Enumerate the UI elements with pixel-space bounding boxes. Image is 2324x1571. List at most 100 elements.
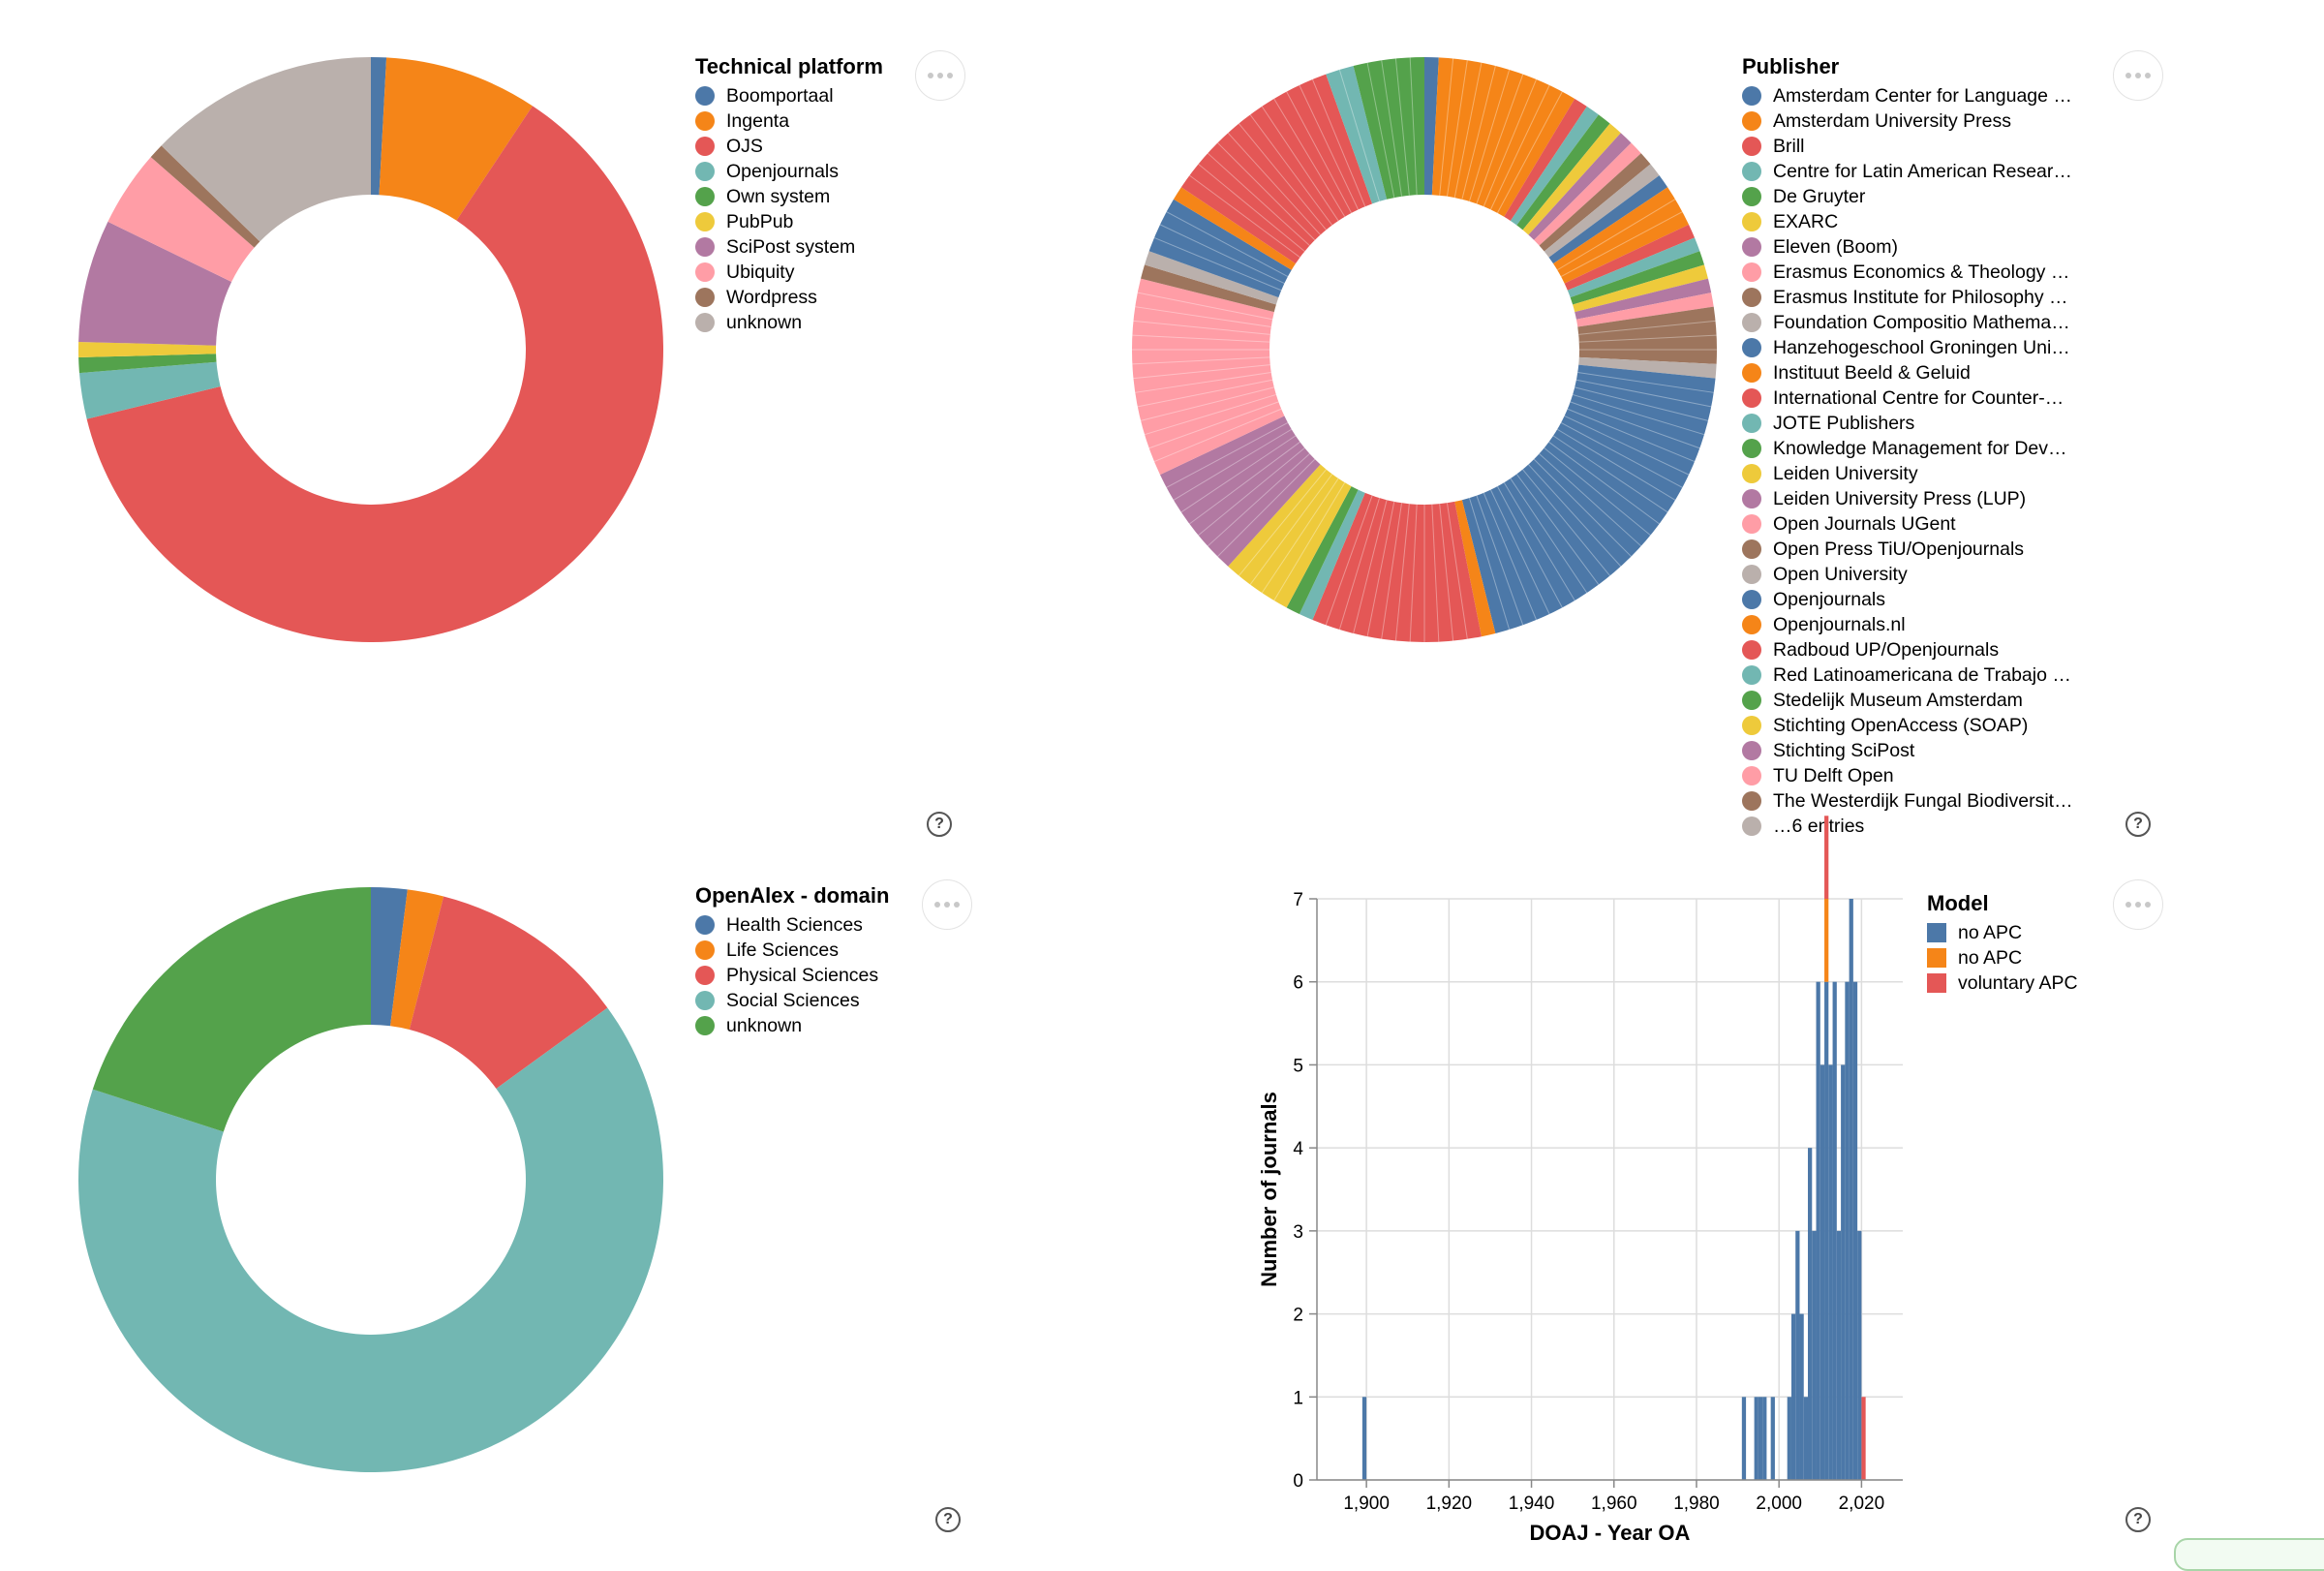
- help-icon[interactable]: ?: [935, 1507, 961, 1532]
- legend-item[interactable]: TU Delft Open: [1742, 763, 2073, 788]
- pie-slice-openjournals-nl[interactable]: [1454, 500, 1496, 637]
- pie-slice-pubpub[interactable]: [78, 341, 217, 358]
- pie-slice-openjournals[interactable]: [1461, 364, 1716, 633]
- legend-item[interactable]: Erasmus Economics & Theology …: [1742, 260, 2073, 285]
- legend-item[interactable]: Stichting OpenAccess (SOAP): [1742, 713, 2073, 738]
- histogram-bar[interactable]: [1861, 1397, 1866, 1480]
- legend-item[interactable]: Foundation Compositio Mathema…: [1742, 310, 2073, 335]
- corner-tab[interactable]: [2174, 1538, 2324, 1571]
- pie-slice-social-sciences[interactable]: [77, 1007, 663, 1472]
- histogram-bar[interactable]: [1836, 1230, 1842, 1480]
- legend-item[interactable]: Stichting SciPost: [1742, 738, 2073, 763]
- histogram-bar[interactable]: [1824, 981, 1829, 1480]
- legend-item[interactable]: International Centre for Counter-…: [1742, 385, 2073, 411]
- legend-item[interactable]: Red Latinoamericana de Trabajo …: [1742, 662, 2073, 688]
- legend-item[interactable]: Centre for Latin American Resear…: [1742, 159, 2073, 184]
- histogram-bar[interactable]: [1741, 1397, 1747, 1480]
- pie-slice-radboud-up-openjournals[interactable]: [1312, 492, 1482, 642]
- legend-item[interactable]: unknown: [695, 1013, 889, 1038]
- histogram-bar[interactable]: [1762, 1397, 1767, 1480]
- legend-item[interactable]: unknown: [695, 310, 883, 335]
- histogram-bar[interactable]: [1795, 1230, 1800, 1480]
- legend-item[interactable]: Radboud UP/Openjournals: [1742, 637, 2073, 662]
- histogram-bar[interactable]: [1857, 1230, 1862, 1480]
- pie-slice-open-press-tiu-openjournals[interactable]: [1577, 306, 1717, 364]
- legend-item[interactable]: The Westerdijk Fungal Biodiversit…: [1742, 788, 2073, 814]
- pie-slice-boomportaal[interactable]: [371, 57, 387, 196]
- help-icon[interactable]: ?: [2125, 812, 2151, 837]
- pie-slice-instituut-beeld-geluid[interactable]: [1553, 187, 1690, 284]
- legend-item[interactable]: Amsterdam University Press: [1742, 108, 2073, 134]
- pie-slice-openjournals[interactable]: [78, 361, 221, 419]
- histogram-bar[interactable]: [1849, 899, 1853, 1480]
- legend-item[interactable]: Open Journals UGent: [1742, 511, 2073, 537]
- histogram-bar[interactable]: [1819, 1064, 1825, 1480]
- legend-item[interactable]: Physical Sciences: [695, 963, 889, 988]
- legend-item[interactable]: Boomportaal: [695, 83, 883, 108]
- more-options-button[interactable]: [922, 879, 972, 930]
- pie-slice-wordpress[interactable]: [150, 145, 260, 248]
- histogram-bar[interactable]: [1832, 981, 1837, 1480]
- legend-item[interactable]: Openjournals.nl: [1742, 612, 2073, 637]
- pie-slice-open-university[interactable]: [1578, 356, 1717, 379]
- pie-slice-red-latinoamericana-de-trabajo[interactable]: [1299, 489, 1365, 621]
- histogram-bar[interactable]: [1799, 1313, 1804, 1480]
- histogram-bar[interactable]: [1812, 1230, 1817, 1480]
- legend-item[interactable]: OJS: [695, 134, 883, 159]
- pie-slice-the-westerdijk-fungal-biodiversit[interactable]: [1141, 264, 1276, 313]
- pie-slice-international-centre-for-counter[interactable]: [1564, 224, 1696, 291]
- legend-item[interactable]: Open Press TiU/Openjournals: [1742, 537, 2073, 562]
- legend-item[interactable]: Knowledge Management for Dev…: [1742, 436, 2073, 461]
- histogram-bar[interactable]: [1754, 1397, 1758, 1480]
- legend-item[interactable]: Openjournals: [1742, 587, 2073, 612]
- pie-slice-foundation-compositio-mathema[interactable]: [1544, 164, 1660, 258]
- legend-item[interactable]: Stedelijk Museum Amsterdam: [1742, 688, 2073, 713]
- pie-slice-segment-33[interactable]: [1326, 66, 1388, 204]
- histogram-bar[interactable]: [1824, 899, 1829, 982]
- pie-slice-brill[interactable]: [1504, 98, 1587, 221]
- histogram-bar[interactable]: [1828, 1064, 1833, 1480]
- pie-slice-open-journals-ugent[interactable]: [1575, 293, 1714, 327]
- pie-slice-unknown[interactable]: [161, 57, 371, 242]
- pie-slice-exarc[interactable]: [1522, 123, 1621, 235]
- histogram-bar[interactable]: [1803, 1397, 1809, 1480]
- legend-item[interactable]: Erasmus Institute for Philosophy …: [1742, 285, 2073, 310]
- legend-item[interactable]: …6 entries: [1742, 814, 2073, 839]
- pie-slice-ojs[interactable]: [86, 106, 664, 643]
- pie-slice-life-sciences[interactable]: [390, 889, 444, 1031]
- pie-slice-health-sciences[interactable]: [371, 887, 408, 1027]
- pie-slice-ubiquity[interactable]: [107, 157, 255, 283]
- pie-slice-centre-for-latin-american-resear[interactable]: [1510, 106, 1599, 226]
- pie-slice-own-system[interactable]: [78, 354, 217, 374]
- pie-slice-leiden-university[interactable]: [1573, 264, 1708, 313]
- legend-item[interactable]: Ubiquity: [695, 260, 883, 285]
- pie-slice-segment-30[interactable]: [1148, 199, 1292, 298]
- pie-slice-scipost-system[interactable]: [78, 221, 232, 346]
- histogram-bar[interactable]: [1824, 816, 1829, 899]
- pie-slice-unknown[interactable]: [92, 887, 371, 1132]
- pie-slice-erasmus-institute-for-philosophy[interactable]: [1539, 153, 1651, 252]
- pie-slice-de-gruyter[interactable]: [1516, 114, 1610, 231]
- pie-slice-amsterdam-university-press[interactable]: [1431, 57, 1575, 217]
- pie-slice-knowledge-management-for-dev[interactable]: [1570, 251, 1704, 305]
- pie-slice-hanzehogeschool-groningen-uni[interactable]: [1548, 175, 1668, 264]
- histogram-bar[interactable]: [1758, 1397, 1763, 1480]
- histogram-bar[interactable]: [1845, 981, 1850, 1480]
- legend-item[interactable]: Leiden University Press (LUP): [1742, 486, 2073, 511]
- legend-item[interactable]: Wordpress: [695, 285, 883, 310]
- legend-item[interactable]: voluntary APC: [1927, 970, 2078, 996]
- legend-item[interactable]: no APC: [1927, 945, 2078, 970]
- legend-item[interactable]: Instituut Beeld & Geluid: [1742, 360, 2073, 385]
- more-options-button[interactable]: [2113, 879, 2163, 930]
- help-icon[interactable]: ?: [2125, 1507, 2151, 1532]
- more-options-button[interactable]: [2113, 50, 2163, 101]
- legend-item[interactable]: JOTE Publishers: [1742, 411, 2073, 436]
- pie-slice-leiden-university-press-lup[interactable]: [1575, 278, 1712, 320]
- legend-item[interactable]: Openjournals: [695, 159, 883, 184]
- pie-slice-amsterdam-center-for-language[interactable]: [1424, 57, 1439, 196]
- pie-slice-segment-31[interactable]: [1173, 187, 1296, 270]
- pie-slice-6-entries[interactable]: [1145, 251, 1279, 305]
- histogram-bar[interactable]: [1808, 1148, 1813, 1480]
- legend-item[interactable]: PubPub: [695, 209, 883, 234]
- legend-item[interactable]: Amsterdam Center for Language …: [1742, 83, 2073, 108]
